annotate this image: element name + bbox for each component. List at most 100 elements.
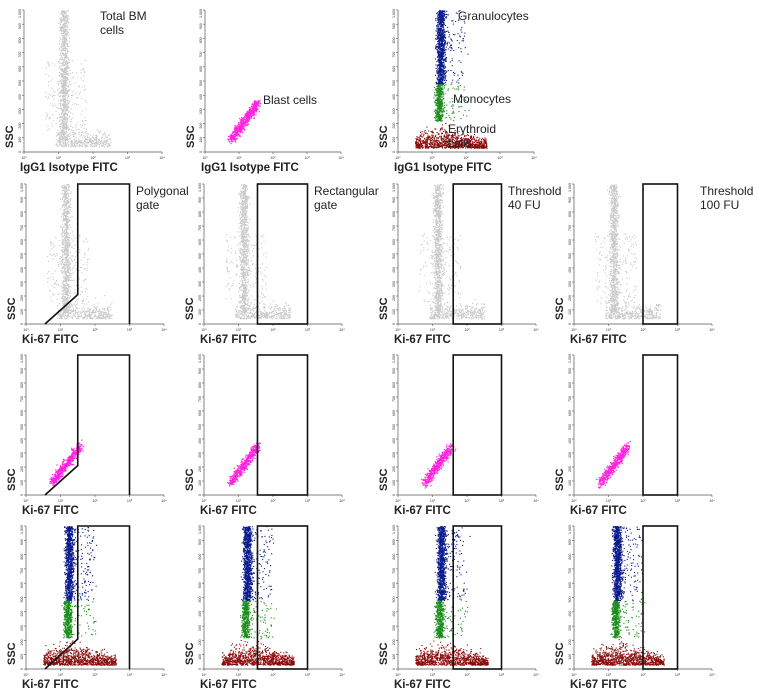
event-dot [73,138,75,140]
scatter [415,10,488,149]
event-dot [63,129,65,132]
event-dot [441,124,443,126]
label-monocytes: Monocytes [453,92,511,106]
event-dot [444,130,446,132]
event-dot [55,135,58,137]
event-dot [444,55,446,57]
event-dot [437,73,439,75]
event-dot [434,116,436,119]
event-dot [247,120,249,122]
event-dot [67,26,69,28]
event-dot [62,104,64,106]
event-dot [442,141,444,143]
event-dot [462,137,465,139]
event-dot [62,77,64,79]
event-dot [234,138,237,140]
event-dot [442,51,444,53]
event-dot [61,108,63,110]
event-dot [62,37,64,39]
event-dot [440,104,442,107]
event-dot [421,136,423,138]
event-dot [94,139,96,141]
event-dot [85,128,87,130]
event-dot [45,118,47,120]
event-dot [79,136,81,138]
event-dot [443,18,445,21]
event-dot [64,42,66,44]
event-dot [76,141,78,143]
event-dot [438,39,440,41]
event-dot [442,76,444,78]
event-dot [68,144,70,146]
event-dot [75,124,77,126]
event-dot [483,140,485,142]
event-dot [453,137,455,139]
event-dot [426,138,429,140]
event-dot [72,145,75,147]
event-dot [255,109,257,111]
event-dot [96,129,98,131]
event-dot [64,112,66,114]
event-dot [242,128,244,130]
event-dot [484,137,486,139]
event-dot [486,147,488,149]
event-dot [441,140,443,142]
event-dot [76,139,78,141]
event-dot [458,42,460,44]
event-dot [444,52,446,54]
event-dot [64,12,66,15]
event-dot [446,44,449,46]
event-dot [63,27,66,29]
event-dot [240,123,243,125]
event-dot [62,94,65,96]
event-dot [437,46,439,48]
event-dot [435,82,437,84]
event-dot [439,62,441,64]
event-dot [105,144,107,146]
event-dot [255,109,258,112]
event-dot [477,136,479,138]
event-dot [64,143,66,145]
event-dot [434,102,436,104]
event-dot [438,65,440,67]
event-dot [63,59,65,61]
event-dot [234,128,236,130]
event-dot [68,133,70,135]
event-dot [247,115,249,118]
event-dot [442,15,444,17]
event-dot [65,125,67,127]
event-dot [457,145,459,147]
event-dot [451,20,453,22]
event-dot [441,37,443,39]
event-dot [456,142,458,144]
event-dot [444,59,446,61]
event-dot [439,92,441,94]
event-dot [62,19,65,22]
event-dot [66,62,68,64]
event-dot [52,104,54,106]
event-dot [440,93,442,96]
event-dot [437,40,439,42]
event-dot [83,135,85,137]
event-dot [435,88,437,90]
event-dot [443,34,445,36]
event-dot [72,134,74,136]
event-dot [61,89,63,91]
event-dot [235,125,237,127]
event-dot [72,113,74,115]
event-dot [241,126,244,128]
event-dot [66,109,68,111]
event-dot [56,253,58,255]
event-dot [252,103,254,105]
event-dot [64,11,66,13]
event-dot [48,75,50,77]
event-dot [446,131,448,133]
event-dot [246,118,248,120]
event-dot [466,101,468,103]
event-dot [438,115,440,118]
event-dot [59,47,61,49]
event-dot [62,63,64,65]
event-dot [437,102,440,104]
event-dot [64,67,66,69]
event-dot [440,135,442,137]
